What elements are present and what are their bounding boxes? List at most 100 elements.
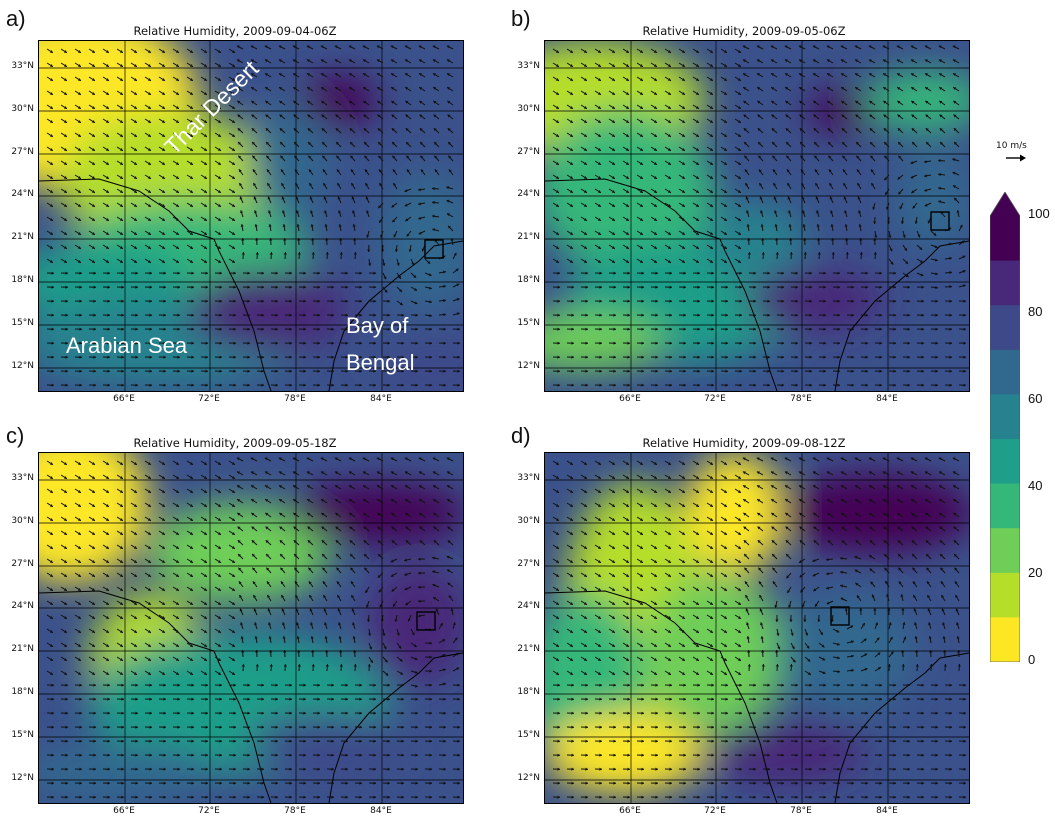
wind-arrow-head [366,210,370,214]
wind-arrow-head [106,504,109,507]
wind-arrow-head [134,476,137,479]
wind-arrow-head [556,162,559,165]
wind-arrow-head [289,313,292,317]
wind-arrow-head [855,512,859,516]
wind-arrow-head [92,204,95,207]
wind-arrow-head [265,87,269,90]
wind-arrow-head [78,50,81,53]
wind-arrow-head [293,512,297,516]
wind-arrow-head [336,155,340,159]
wind-arrow-head [107,683,110,687]
wind-arrow-head [218,546,221,549]
wind-arrow-head [163,383,166,387]
wind-arrow-head [120,462,123,465]
wind-arrow-head [162,64,165,67]
wind-arrow-head [710,92,713,95]
wind-arrow-head [910,457,914,461]
wind-arrow-head [148,78,151,81]
wind-arrow-head [724,162,727,165]
wind-arrow-head [557,369,560,373]
wind-arrow-head [148,204,151,207]
wind-arrow-head [177,683,180,687]
wind-arrow-head [405,540,409,544]
wind-arrow-head [890,261,894,265]
wind-arrow-head [50,644,53,647]
wind-arrow-head [598,106,601,109]
wind-arrow-head [261,369,264,373]
wind-arrow-head [218,246,221,249]
wind-arrow-head [813,485,816,488]
wind-arrow-head [321,540,325,544]
wind-arrow-head [584,106,587,109]
wind-arrow-head [162,518,165,521]
wind-arrow-head [176,476,179,479]
wind-arrow-head [408,249,412,252]
wind-arrow-head [176,630,179,633]
wind-arrow-head [280,567,284,571]
wind-arrow-head [391,485,394,488]
wind-arrow-head [557,341,560,345]
wind-arrow-head [949,369,952,373]
wind-arrow-head [278,457,282,461]
wind-arrow-head [571,355,574,359]
wind-arrow-head [359,369,362,373]
wind-arrow-head [570,148,573,151]
wind-arrow-head [297,252,301,255]
wind-arrow-head [107,697,110,701]
wind-arrow-head [654,204,657,207]
wind-arrow-head [939,73,942,76]
wind-arrow-head [121,383,124,387]
wind-arrow-head [760,210,764,214]
wind-arrow-head [557,313,560,317]
wind-arrow-head [746,224,750,227]
wind-arrow-head [858,224,862,227]
wind-arrow-head [696,476,699,479]
wind-arrow-head [218,644,221,647]
wind-arrow-head [359,725,362,729]
wind-arrow-head [218,176,221,179]
wind-arrow-head [813,499,817,502]
wind-arrow-head [418,557,421,561]
wind-arrow-head [697,355,700,359]
wind-arrow-head [92,64,95,67]
wind-arrow-head [419,499,423,502]
wind-arrow-head [584,246,587,249]
wind-arrow-head [331,725,334,729]
lon-tick-label: 78°E [284,806,306,816]
wind-arrow-head [814,155,818,159]
wind-arrow-head [79,753,82,757]
wind-arrow-head [452,622,456,626]
wind-arrow-head [429,697,432,701]
wind-arrow-head [279,114,283,118]
wind-arrow-head [738,162,741,165]
wind-arrow-head [366,604,369,608]
wind-arrow-head [383,276,387,280]
wind-arrow-head [456,312,460,316]
wind-arrow-head [163,271,166,275]
wind-arrow-head [641,369,644,373]
wind-arrow-head [682,176,685,179]
wind-arrow-head [337,608,341,612]
wind-arrow-head [391,114,395,118]
wind-arrow-head [331,711,334,715]
wind-arrow-head [50,532,53,535]
wind-arrow-head [640,504,643,507]
wind-arrow-head [598,246,601,249]
wind-arrow-head [393,603,396,607]
wind-arrow-head [239,595,243,598]
wind-arrow-head [887,221,891,224]
wind-arrow-head [919,247,923,250]
wind-arrow-head [612,232,615,235]
wind-arrow-head [813,128,817,132]
wind-arrow-head [900,221,905,224]
wind-arrow-head [205,313,208,317]
wind-arrow-head [613,285,616,289]
wind-arrow-head [51,341,54,345]
wind-arrow-head [64,462,67,465]
wind-arrow-head [599,341,602,345]
wind-arrow-head [317,299,320,303]
wind-arrow-head [135,795,138,799]
wind-arrow-head [334,45,338,49]
wind-arrow-head [191,711,194,715]
wind-arrow-head [391,100,395,104]
